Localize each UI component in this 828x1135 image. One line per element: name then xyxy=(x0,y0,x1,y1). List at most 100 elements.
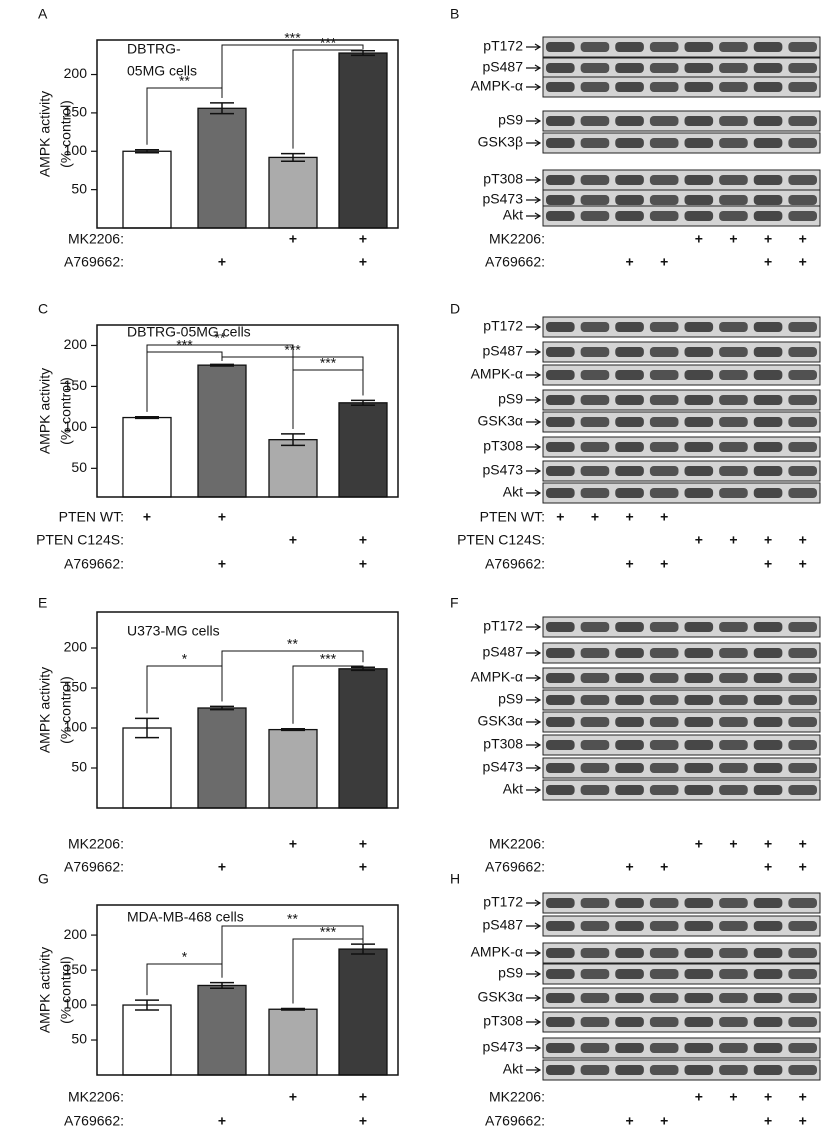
blot-band xyxy=(546,695,575,705)
blot-band xyxy=(546,116,575,126)
blot-strip xyxy=(542,667,821,689)
blot-band xyxy=(753,347,783,357)
blot-arrow xyxy=(526,396,542,404)
blot-arrow xyxy=(526,696,542,704)
blot-row-label: pS473 xyxy=(483,1039,524,1055)
blot-band xyxy=(580,969,610,979)
treatment-mark: + xyxy=(625,254,633,270)
blot-band xyxy=(719,763,748,773)
blot-band xyxy=(649,466,679,476)
blot-band xyxy=(788,740,817,750)
blot-row-label: pS487 xyxy=(483,343,524,359)
blot-band xyxy=(546,969,575,979)
blot-band xyxy=(546,921,575,931)
plot-frame xyxy=(96,324,399,498)
significance-bracket xyxy=(221,925,364,978)
blot-band xyxy=(615,175,644,185)
blot-band xyxy=(753,1065,783,1075)
blot-band xyxy=(788,395,817,405)
y-axis-label: (% control) xyxy=(58,377,74,445)
blot-band xyxy=(546,82,575,92)
blot-band xyxy=(788,175,817,185)
blot-row-label: AMPK-α xyxy=(471,944,523,960)
treatment-mark: + xyxy=(359,859,367,875)
blot-row-label: GSK3α xyxy=(478,713,523,729)
bar xyxy=(197,707,247,809)
bar xyxy=(268,156,318,229)
blot-band xyxy=(580,717,610,727)
blot-row-label: pS487 xyxy=(483,644,524,660)
treatment-mark: + xyxy=(764,231,772,247)
plot-frame xyxy=(96,39,399,229)
panel-letter: D xyxy=(450,301,460,317)
treatment-mark: + xyxy=(359,254,367,270)
treatment-mark: + xyxy=(764,1089,772,1105)
error-bar xyxy=(135,148,159,154)
treatment-label: A769662: xyxy=(485,556,545,572)
treatment-mark: + xyxy=(660,254,668,270)
blot-band xyxy=(615,622,644,632)
y-tick-label: 150 xyxy=(64,104,88,120)
blot-band xyxy=(684,785,714,795)
blot-band xyxy=(649,740,679,750)
blot-strip xyxy=(542,942,821,964)
blot-strip xyxy=(542,734,821,756)
blot-band xyxy=(684,673,714,683)
treatment-mark: + xyxy=(799,556,807,572)
blot-band xyxy=(649,993,679,1003)
blot-band xyxy=(615,322,644,332)
blot-arrow xyxy=(526,949,542,957)
blot-band xyxy=(719,195,748,205)
treatment-mark: + xyxy=(660,556,668,572)
blot-row-label: AMPK-α xyxy=(471,78,523,94)
blot-band xyxy=(546,488,575,498)
blot-band xyxy=(719,82,748,92)
significance-bracket xyxy=(292,49,364,149)
error-bar xyxy=(135,717,159,739)
y-tick-label: 200 xyxy=(64,926,88,942)
treatment-mark: + xyxy=(289,532,297,548)
treatment-mark: + xyxy=(359,836,367,852)
blot-strip xyxy=(542,1059,821,1081)
blot-band xyxy=(580,740,610,750)
blot-band xyxy=(649,898,679,908)
blot-band xyxy=(580,1017,610,1027)
treatment-mark: + xyxy=(799,836,807,852)
blot-band xyxy=(580,695,610,705)
significance-label: ** xyxy=(287,636,298,652)
y-axis-label: (% control) xyxy=(58,676,74,744)
blot-band xyxy=(719,673,748,683)
blot-band xyxy=(788,921,817,931)
blot-arrow xyxy=(526,139,542,147)
treatment-mark: + xyxy=(289,1089,297,1105)
blot-band xyxy=(649,138,679,148)
blot-band xyxy=(753,322,783,332)
treatment-mark: + xyxy=(729,231,737,247)
panel-letter: H xyxy=(450,871,460,887)
blot-band xyxy=(615,466,644,476)
blot-band xyxy=(788,347,817,357)
blot-band xyxy=(788,211,817,221)
bar xyxy=(122,416,172,498)
blot-band xyxy=(580,1043,610,1053)
blot-band xyxy=(719,466,748,476)
blot-band xyxy=(753,648,783,658)
blot-strip xyxy=(542,642,821,664)
blot-band xyxy=(788,717,817,727)
treatment-label: A769662: xyxy=(64,859,124,875)
blot-band xyxy=(753,740,783,750)
treatment-mark: + xyxy=(660,859,668,875)
treatment-mark: + xyxy=(625,1113,633,1129)
blot-band xyxy=(649,648,679,658)
treatment-mark: + xyxy=(799,532,807,548)
blot-band xyxy=(753,969,783,979)
treatment-mark: + xyxy=(143,509,151,525)
blot-band xyxy=(684,898,714,908)
error-bar xyxy=(135,415,159,420)
blot-row-label: Akt xyxy=(503,207,523,223)
treatment-mark: + xyxy=(218,509,226,525)
y-tick-label: 200 xyxy=(64,65,88,81)
blot-band xyxy=(684,322,714,332)
y-tick-label: 50 xyxy=(71,1031,87,1047)
blot-band xyxy=(684,648,714,658)
